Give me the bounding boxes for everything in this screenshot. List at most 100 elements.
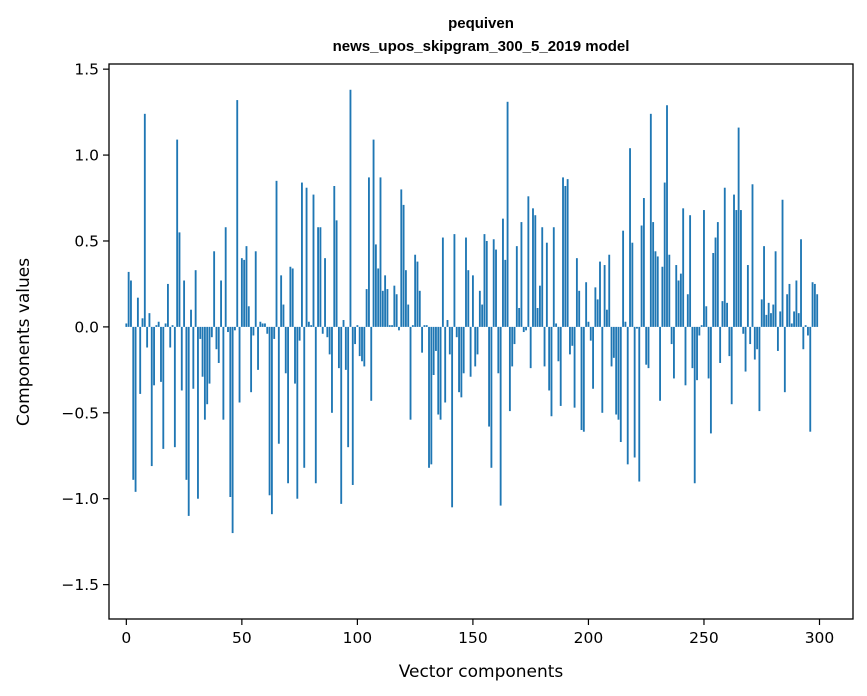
bar xyxy=(534,215,537,327)
bar xyxy=(321,326,324,334)
bar xyxy=(497,326,500,374)
bar xyxy=(169,326,172,348)
bar xyxy=(411,325,414,327)
bar xyxy=(746,265,749,327)
bar xyxy=(261,323,264,327)
bar xyxy=(213,251,216,327)
bar xyxy=(335,220,338,327)
bar xyxy=(342,320,345,327)
bar xyxy=(337,326,340,369)
bar xyxy=(686,294,689,327)
bar xyxy=(490,326,493,468)
bar xyxy=(478,290,481,327)
bar xyxy=(210,326,213,338)
bar xyxy=(615,326,618,415)
bar xyxy=(460,326,463,398)
x-axis-label: Vector components xyxy=(399,662,564,682)
chart-title: pequiven xyxy=(448,15,514,32)
bar xyxy=(589,326,592,341)
bar xyxy=(562,177,564,327)
bar xyxy=(146,326,149,348)
bar xyxy=(587,321,590,327)
bar xyxy=(804,325,807,327)
bar xyxy=(340,326,343,504)
bar xyxy=(790,323,793,327)
bar xyxy=(513,326,516,345)
bar xyxy=(257,326,259,370)
bar xyxy=(298,326,301,341)
bar xyxy=(783,326,786,393)
bar xyxy=(453,234,456,327)
bar xyxy=(677,280,680,327)
bar xyxy=(647,326,650,369)
y-tick-label: −0.5 xyxy=(61,404,99,422)
bar xyxy=(354,326,356,345)
bar xyxy=(291,268,294,327)
bar xyxy=(592,326,594,389)
bar xyxy=(404,270,407,327)
bar xyxy=(194,270,197,327)
bar xyxy=(749,326,752,345)
bar xyxy=(448,326,451,355)
chart-subtitle: news_upos_skipgram_300_5_2019 model xyxy=(333,38,630,55)
bar xyxy=(414,254,417,327)
bar xyxy=(284,326,287,374)
bar xyxy=(596,299,599,327)
bar xyxy=(633,326,636,458)
x-tick-label: 150 xyxy=(458,629,488,647)
bar xyxy=(368,177,370,327)
bar xyxy=(763,246,765,327)
bar xyxy=(247,306,250,327)
bar xyxy=(679,273,682,327)
bar xyxy=(439,326,442,420)
bar xyxy=(294,326,296,384)
bar xyxy=(797,313,800,327)
bar xyxy=(624,321,627,327)
bar xyxy=(361,326,363,362)
bar xyxy=(716,222,719,327)
bar xyxy=(575,258,578,327)
bars-group xyxy=(125,89,819,534)
bar xyxy=(735,210,738,327)
bar xyxy=(776,326,779,351)
bar xyxy=(393,285,396,327)
bar xyxy=(199,326,202,339)
bar xyxy=(310,325,313,327)
bar xyxy=(603,265,606,327)
bar xyxy=(793,311,796,327)
bar xyxy=(287,326,289,484)
bar xyxy=(268,326,271,496)
bar xyxy=(700,325,703,327)
bar xyxy=(314,326,317,484)
bar xyxy=(471,275,474,327)
bar xyxy=(469,326,472,377)
bar xyxy=(543,326,546,367)
bar xyxy=(640,225,643,327)
bar xyxy=(539,285,541,327)
bar xyxy=(222,326,225,420)
bar xyxy=(703,210,705,327)
bar xyxy=(280,275,283,327)
bar xyxy=(668,254,671,327)
bar xyxy=(409,326,412,420)
bar xyxy=(636,326,638,329)
bar xyxy=(326,326,329,338)
bar xyxy=(277,326,280,444)
bar xyxy=(712,253,715,327)
bar xyxy=(254,251,257,327)
bar xyxy=(726,302,728,327)
bar xyxy=(425,325,428,327)
bar xyxy=(532,208,534,327)
bar xyxy=(407,304,410,327)
bar xyxy=(744,326,747,372)
bar xyxy=(502,218,504,327)
bar xyxy=(139,326,142,394)
y-tick-label: 1.5 xyxy=(74,61,99,79)
bar xyxy=(594,287,597,327)
bar xyxy=(800,239,802,327)
bar xyxy=(483,234,486,327)
bar xyxy=(356,325,359,327)
bar xyxy=(206,326,209,405)
bar xyxy=(756,326,759,350)
bar xyxy=(220,280,222,327)
